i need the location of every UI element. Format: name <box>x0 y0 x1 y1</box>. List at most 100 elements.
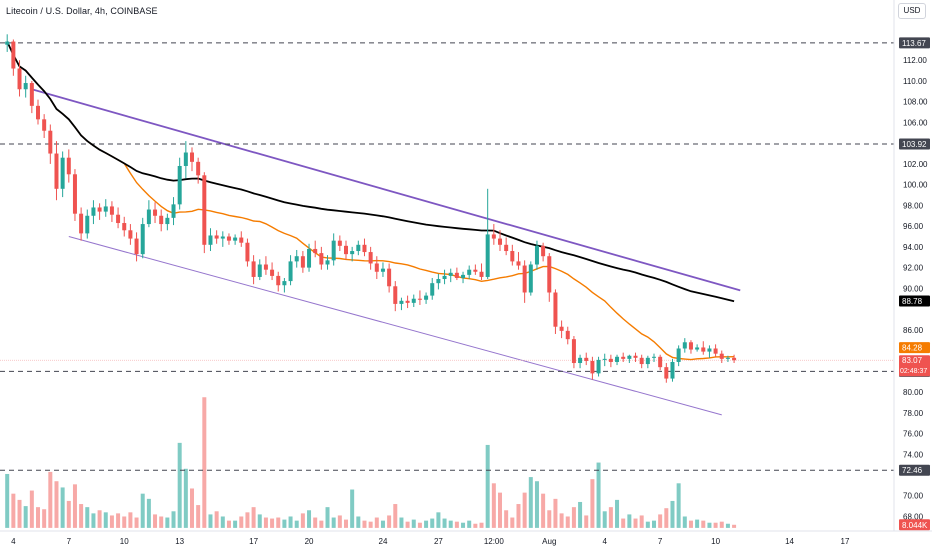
volume-bar <box>374 517 379 528</box>
candle-body <box>202 175 207 245</box>
volume-bar <box>300 513 305 528</box>
candle-body <box>42 119 47 131</box>
candle-body <box>602 358 607 360</box>
volume-bar <box>294 520 299 528</box>
volume-bar <box>713 522 718 528</box>
candle-body <box>701 347 706 352</box>
candle-body <box>36 105 40 120</box>
level-price-tag: 113.67 <box>902 39 926 48</box>
ma-fast-line <box>12 54 735 361</box>
volume-bar <box>590 479 595 528</box>
volume-bar <box>319 520 324 528</box>
candle-body <box>134 238 139 255</box>
y-tick-label: 76.00 <box>903 430 924 439</box>
candle-body <box>621 356 626 359</box>
candle-body <box>128 230 133 239</box>
chart-title: Litecoin / U.S. Dollar, 4h, COINBASE <box>6 6 158 16</box>
candle-body <box>196 161 201 176</box>
ma-slow-line <box>6 41 735 303</box>
candle-body <box>276 275 281 286</box>
candle-body <box>442 275 447 280</box>
candle-body <box>608 358 613 362</box>
volume-bar <box>522 492 527 528</box>
volume-bar <box>325 507 330 528</box>
volume-bar <box>251 507 256 528</box>
volume-bar <box>146 498 151 528</box>
volume-bar <box>66 500 71 528</box>
volume-bar <box>165 517 170 528</box>
candle-body <box>60 157 65 189</box>
candle-body <box>307 248 312 268</box>
volume-bar <box>732 524 737 528</box>
volume-bar <box>584 515 589 528</box>
y-tick-label: 78.00 <box>903 409 924 418</box>
volume-bar <box>491 483 496 528</box>
candle-body <box>725 357 730 359</box>
candle-body <box>380 268 385 272</box>
candle-body <box>171 204 176 218</box>
volume-bar <box>245 512 250 528</box>
candle-body <box>516 261 521 266</box>
volume-bar <box>442 518 447 528</box>
candle-body <box>282 281 287 286</box>
candle-body <box>485 234 490 277</box>
volume-bar <box>719 521 724 528</box>
y-tick-label: 102.00 <box>903 160 928 169</box>
x-tick-label: 10 <box>711 537 720 546</box>
volume-bar <box>337 515 342 528</box>
candle-body <box>522 265 527 293</box>
volume-bar <box>313 517 318 528</box>
level-price-tag-bg <box>899 464 930 476</box>
candle-body <box>393 286 398 304</box>
volume-bar <box>29 490 34 528</box>
volume-bar <box>639 515 644 528</box>
candle-body <box>732 357 737 361</box>
volume-bar <box>159 516 164 528</box>
volume-bar <box>350 489 355 528</box>
candle-body <box>72 174 77 214</box>
x-tick-label: 7 <box>67 537 72 546</box>
volume-bar <box>134 517 139 528</box>
candle-body <box>239 237 244 243</box>
candle-body <box>103 206 108 212</box>
volume-bar <box>424 520 429 528</box>
candle-body <box>676 348 681 362</box>
volume-bar <box>658 514 663 528</box>
candle-body <box>411 298 416 303</box>
volume-bar <box>534 481 539 528</box>
candle-body <box>344 245 348 255</box>
volume-bar <box>498 492 502 528</box>
candle-body <box>5 41 10 45</box>
candle-body <box>362 244 367 253</box>
candle-body <box>208 235 213 245</box>
volume-bar <box>85 507 90 528</box>
volume-bar <box>72 484 77 528</box>
y-tick-label: 112.00 <box>903 56 927 65</box>
candle-body <box>331 240 336 261</box>
candle-body <box>633 355 638 358</box>
candle-body <box>571 339 576 364</box>
level-price-tag-bg <box>899 37 930 49</box>
volume-layer <box>5 397 737 528</box>
volume-bar <box>128 512 133 528</box>
candle-body <box>85 215 90 234</box>
level-price-tag-bg <box>899 138 930 150</box>
candle-body <box>682 342 687 349</box>
y-tick-label: 110.00 <box>903 77 927 86</box>
candle-body <box>11 41 16 69</box>
ma-slow-price-tag: 88.78 <box>902 297 923 306</box>
candle-body <box>183 152 188 166</box>
currency-button[interactable]: USD <box>898 3 926 19</box>
volume-bar <box>257 514 262 528</box>
candle-body <box>553 292 558 327</box>
volume-bar <box>276 517 281 528</box>
candle-body <box>707 348 712 352</box>
volume-bar <box>344 519 348 528</box>
volume-bar <box>608 507 613 528</box>
x-tick-label: 24 <box>379 537 388 546</box>
y-tick-label: 90.00 <box>903 284 924 293</box>
volume-bar <box>417 522 422 528</box>
